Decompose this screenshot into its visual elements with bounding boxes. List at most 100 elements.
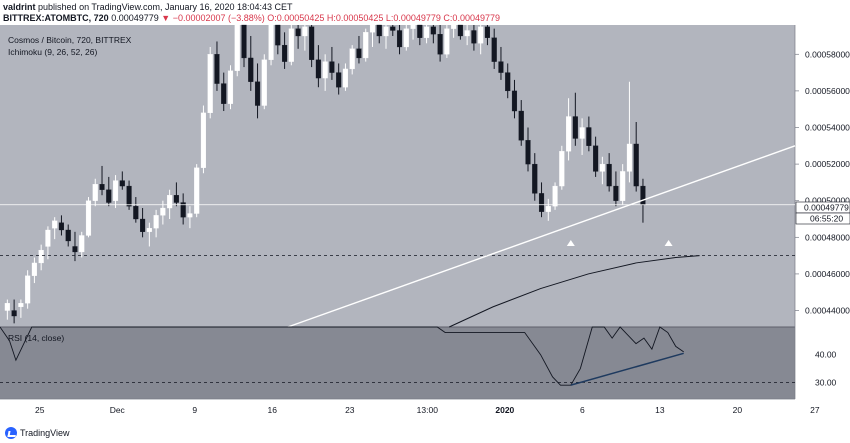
time-tick-label: 9	[192, 405, 197, 415]
candle-body	[586, 127, 592, 146]
candle-body	[444, 28, 450, 55]
candle-body	[72, 246, 78, 253]
candle-body	[437, 34, 443, 55]
candle-body	[572, 116, 578, 139]
candle-body	[85, 200, 92, 236]
candle-body	[214, 54, 220, 84]
candle-body	[329, 61, 335, 73]
candle-body	[451, 24, 457, 29]
price-tag-value: 0.00049779	[804, 203, 849, 213]
publish-info: published on TradingView.com, January 16…	[38, 2, 293, 12]
last-price: 0.00049779	[111, 13, 159, 23]
candle-body	[79, 235, 85, 253]
ichimoku-label: Ichimoku (9, 26, 52, 26)	[8, 47, 97, 57]
candle-body	[599, 163, 605, 172]
candle-body	[254, 81, 261, 106]
candle-body	[194, 167, 200, 214]
candle-body	[282, 44, 288, 62]
candle-body	[606, 163, 612, 187]
candle-body	[511, 90, 518, 112]
candle-body	[248, 57, 254, 82]
candle-body	[457, 24, 463, 37]
rsi-group: 40.00 30.00	[0, 326, 837, 387]
candle-body	[92, 184, 98, 201]
candle-body	[146, 228, 152, 232]
candle-body	[11, 310, 17, 317]
price-tick-label: 0.00052000	[805, 159, 850, 169]
candles-group	[4, 24, 646, 324]
candle-body	[356, 48, 362, 59]
candle-body	[417, 24, 423, 38]
time-tick-label: 20	[733, 405, 743, 415]
candle-body	[52, 220, 58, 229]
triangle-up-icon	[664, 240, 673, 246]
time-tick-label: 6	[580, 405, 585, 415]
candle-body	[566, 116, 572, 152]
footer-brand: TradingView	[20, 428, 70, 438]
moving-average-line	[448, 255, 700, 328]
candle-body	[261, 59, 267, 106]
candle-body	[275, 24, 281, 46]
countdown-value: 06:55:20	[810, 214, 843, 224]
time-tick-label: 13:00	[417, 405, 439, 415]
candle-body	[552, 185, 558, 207]
candle-body	[593, 145, 599, 172]
candle-body	[241, 24, 247, 59]
candle-body	[464, 30, 470, 37]
candle-body	[153, 215, 159, 229]
publish-line: valdrint published on TradingView.com, J…	[3, 2, 293, 12]
candle-body	[491, 37, 497, 62]
candle-body	[25, 275, 31, 304]
price-change: ▼ −0.00002007 (−3.88%)	[161, 13, 265, 23]
candle-body	[106, 189, 112, 203]
candle-body	[484, 26, 490, 38]
rsi-tick-label: 40.00	[815, 350, 837, 360]
candle-body	[288, 28, 294, 62]
triangle-up-icon	[566, 240, 575, 246]
candle-body	[383, 26, 389, 37]
price-tick-label: 0.00046000	[805, 269, 850, 279]
candle-body	[478, 26, 484, 44]
price-tick-label: 0.00056000	[805, 86, 850, 96]
divergence-line	[570, 352, 684, 386]
footer: TradingView	[5, 427, 70, 439]
candle-body	[140, 218, 146, 232]
candle-body	[302, 26, 308, 37]
time-tick-label: 2020	[495, 405, 514, 415]
countdown-tag	[795, 212, 850, 225]
symbol-label: BITTREX:ATOMBTC, 720	[3, 13, 109, 23]
time-axis[interactable]	[0, 399, 850, 421]
candle-body	[518, 110, 524, 141]
candle-body	[424, 26, 430, 38]
candle-body	[133, 206, 139, 220]
tradingview-logo-icon	[5, 427, 17, 439]
candle-body	[268, 24, 274, 60]
candle-body	[613, 185, 619, 201]
candle-body	[336, 72, 342, 88]
price-tick-label: 0.00050000	[805, 196, 850, 206]
candle-body	[633, 143, 639, 187]
candle-body	[349, 48, 355, 70]
candle-body	[126, 185, 132, 207]
time-tick-label: 23	[345, 405, 355, 415]
candle-body	[322, 61, 328, 79]
candle-body	[221, 83, 227, 104]
candle-body	[471, 30, 477, 44]
candle-body	[31, 262, 37, 276]
candle-body	[65, 229, 71, 242]
rsi-label: RSI (14, close)	[8, 333, 64, 343]
candle-body	[227, 70, 234, 104]
candle-body	[538, 193, 545, 212]
rsi-pane[interactable]	[0, 327, 795, 399]
overlays-group	[0, 145, 796, 328]
candle-body	[38, 249, 44, 264]
candle-body	[187, 213, 193, 218]
candle-body	[119, 180, 125, 187]
candle-body	[160, 207, 166, 216]
candle-body	[363, 32, 369, 59]
candle-body	[525, 140, 531, 165]
main-pane[interactable]	[0, 25, 795, 327]
candle-body	[342, 68, 348, 88]
candle-body	[173, 195, 179, 203]
